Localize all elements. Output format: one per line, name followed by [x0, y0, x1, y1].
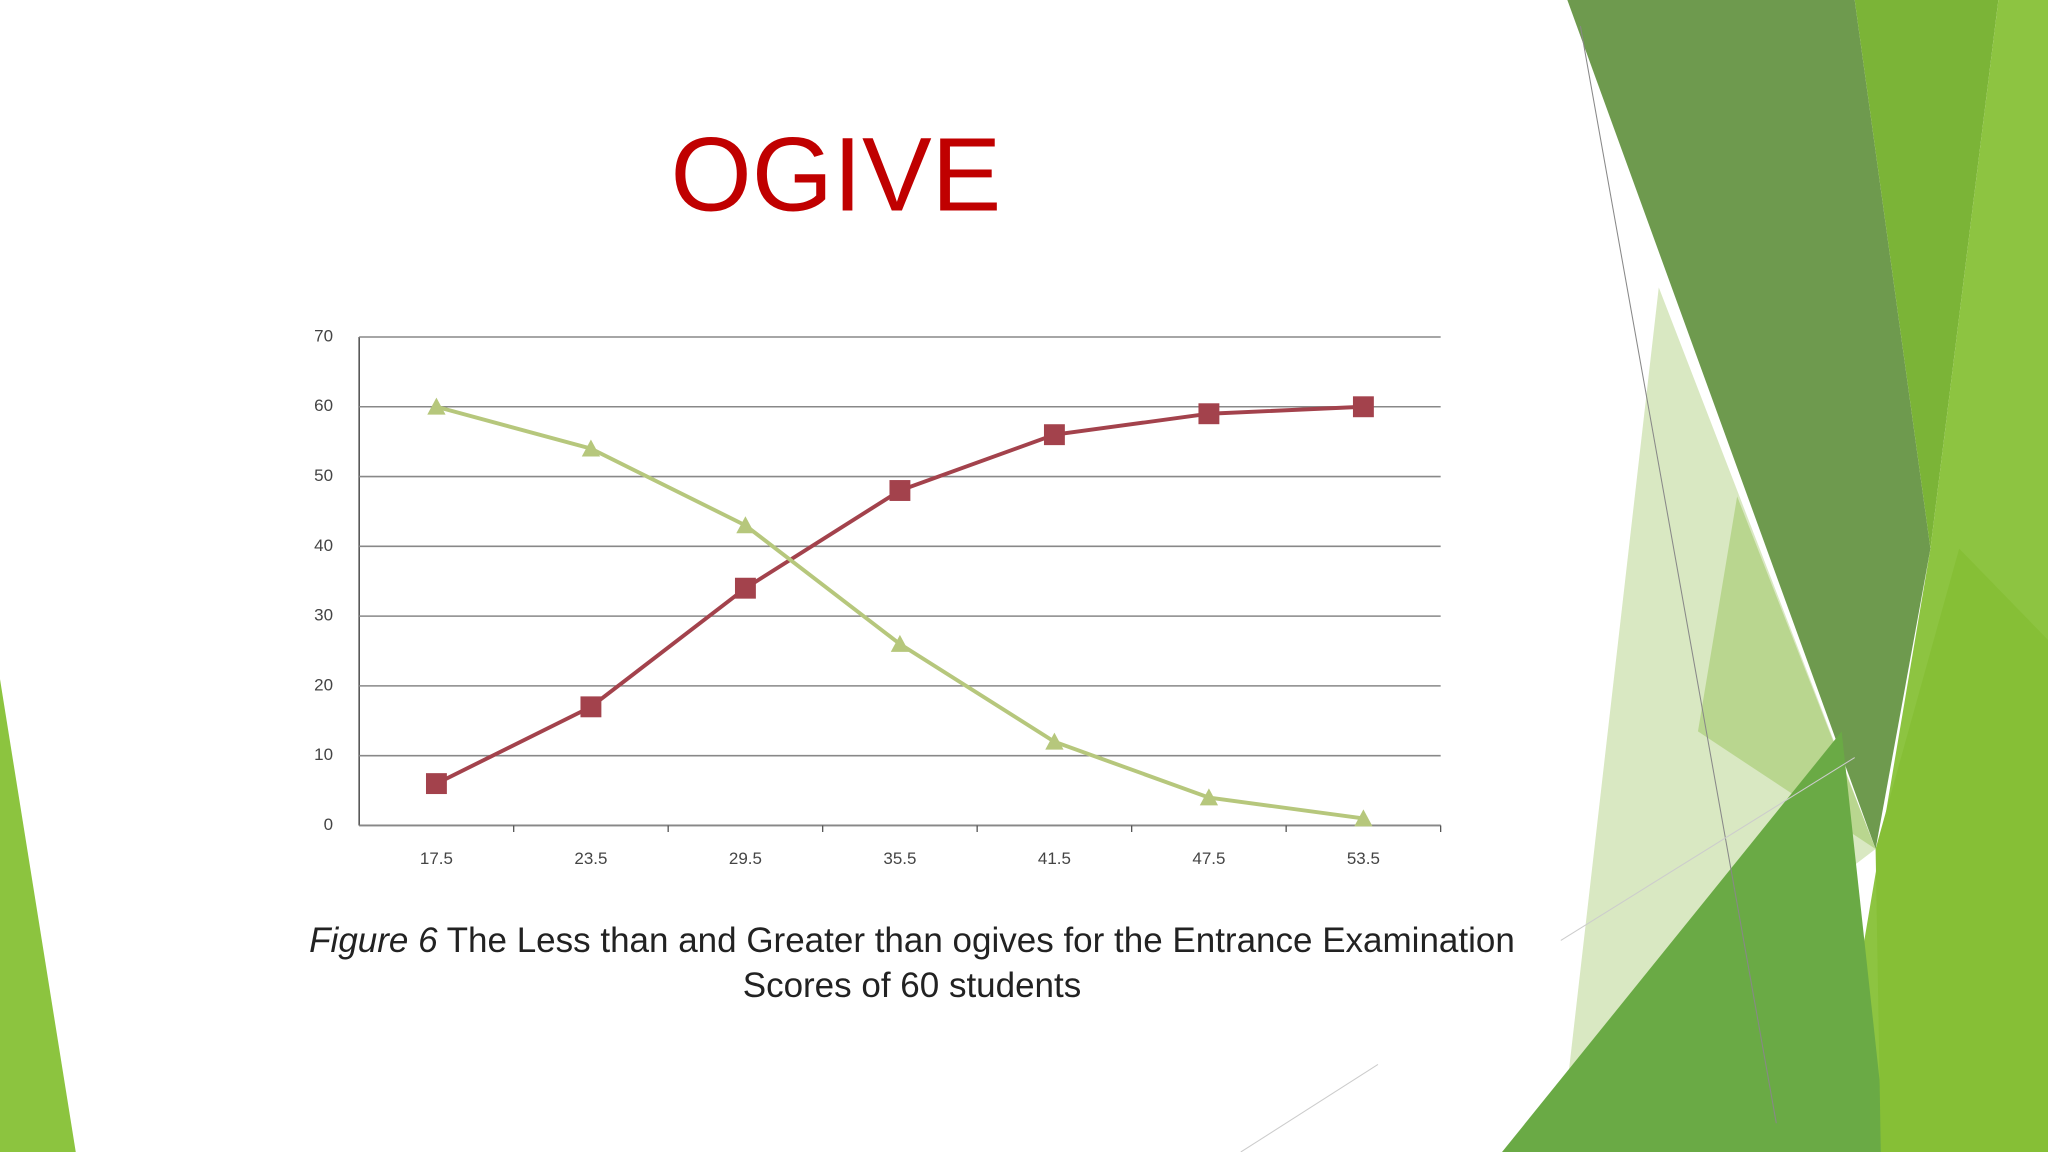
data-point: [425, 773, 447, 795]
data-point: [1354, 809, 1373, 827]
slide-title: OGIVE: [670, 116, 1001, 233]
x-tick-label: 35.5: [883, 849, 916, 868]
data-point: [427, 397, 446, 415]
x-tick-label: 29.5: [729, 849, 762, 868]
y-tick-label: 60: [314, 396, 333, 415]
y-tick-label: 50: [314, 466, 333, 485]
data-point: [734, 577, 756, 599]
series-line: [435, 404, 1364, 786]
data-point: [581, 439, 601, 457]
y-tick-label: 0: [324, 815, 333, 834]
series-line: [435, 404, 1364, 821]
data-point: [1198, 403, 1220, 425]
caption-label: Figure 6: [309, 921, 438, 960]
data-point: [580, 696, 602, 718]
y-tick-label: 40: [314, 536, 333, 555]
x-tick-label: 23.5: [574, 849, 607, 868]
data-point: [1045, 732, 1064, 750]
y-tick-label: 20: [314, 675, 333, 694]
caption-text: The Less than and Greater than ogives fo…: [446, 921, 1515, 1005]
y-tick-label: 30: [314, 606, 333, 625]
x-tick-label: 53.5: [1347, 849, 1380, 868]
data-point: [1043, 424, 1065, 446]
data-point: [889, 480, 911, 501]
data-point: [736, 516, 755, 534]
x-tick-label: 41.5: [1038, 849, 1071, 868]
figure-caption: Figure 6 The Less than and Greater than …: [262, 918, 1562, 1008]
x-tick-label: 17.5: [420, 849, 453, 868]
data-point: [1352, 396, 1374, 418]
data-point: [1199, 788, 1219, 806]
data-point: [890, 634, 910, 652]
x-tick-label: 47.5: [1192, 849, 1225, 868]
y-tick-label: 10: [314, 745, 333, 764]
y-tick-label: 70: [314, 326, 333, 345]
